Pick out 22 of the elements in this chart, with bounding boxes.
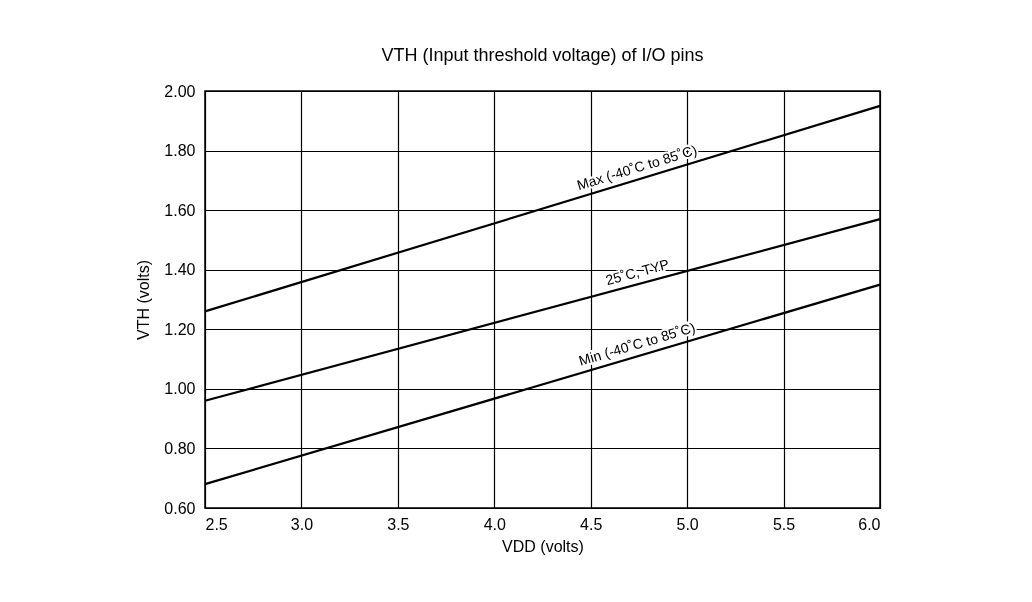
y-tick-label: 1.20	[164, 320, 196, 338]
y-tick-label: 1.60	[164, 201, 196, 219]
text: 25˚C, TYP	[603, 255, 671, 289]
x-tick-label: 3.0	[290, 515, 314, 533]
y-tick-label: 2.00	[164, 82, 196, 100]
text: Min (-40˚C to 85˚C)	[576, 319, 698, 369]
y-axis-title: VTH (volts)	[135, 260, 153, 340]
x-tick-label: 5.0	[676, 515, 699, 533]
y-tick-label: 1.80	[164, 142, 196, 160]
x-axis-title: VDD (volts)	[502, 537, 584, 555]
y-tick-label: 1.40	[164, 261, 196, 279]
text: Max (-40˚C to 85˚C)	[575, 141, 699, 194]
y-tick-label: 0.60	[164, 499, 196, 517]
chart-title: VTH (Input threshold voltage) of I/O pins	[381, 45, 704, 65]
y-tick-label: 0.80	[164, 439, 196, 457]
y-tick-label: 1.00	[164, 380, 196, 398]
x-tick-label: 4.0	[483, 515, 506, 533]
x-tick-label: 5.5	[772, 515, 796, 533]
x-tick-label: 2.5	[205, 515, 228, 533]
x-tick-label: 6.0	[858, 515, 881, 533]
x-tick-label: 4.5	[580, 515, 603, 533]
x-tick-label: 3.5	[387, 515, 410, 533]
